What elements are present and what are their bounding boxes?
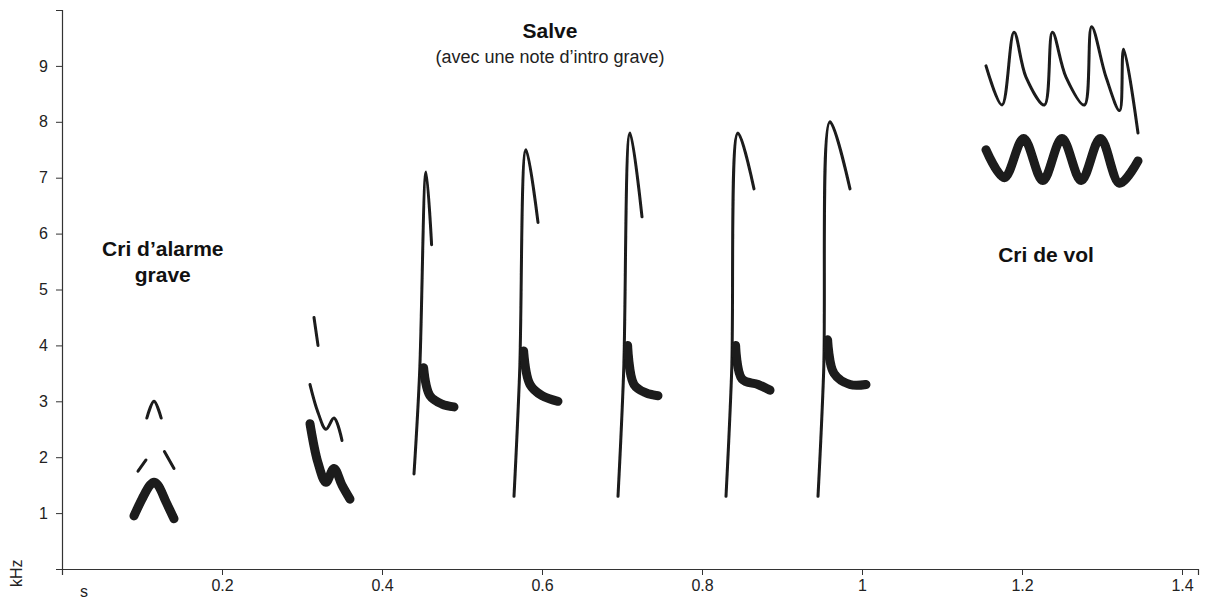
tick-mark [56,122,62,123]
spectral-band [986,139,1138,184]
tick: 7 [39,169,62,186]
tick-mark [702,569,703,575]
tick-label: 0.6 [531,577,553,594]
tick-label: 7 [39,169,48,186]
tick-label: 0.2 [211,577,233,594]
annotation: Cri de vol [998,243,1094,266]
spectral-sweep [147,401,161,418]
spectral-band [524,351,558,401]
annotations: Cri d’alarme grave Salve (avec une note d’i… [102,19,1094,286]
tick: 1 [39,505,62,522]
tick: 0.8 [691,569,713,594]
spectral-band [736,345,770,390]
x-axis-title: s [80,583,88,600]
spectral-sweep [138,460,146,471]
spectral-band [828,340,866,385]
annotation-subtext: (avec une note d’intro grave) [435,47,664,67]
spectral-sweep [618,133,642,496]
spectral-band [628,345,658,395]
spectral-sweep [164,452,174,469]
spectral-sweep [818,122,850,497]
tick-mark [56,178,62,179]
tick-mark [542,569,543,575]
tick: 1.2 [1011,569,1033,594]
tick-label: 1.4 [1171,577,1193,594]
plot: 0.2 0.4 0.6 0.8 1 1.2 1.4 1 2 3 4 5 6 7 8 9 Cri d’alarme… [39,11,1198,595]
spectral-sweep [986,27,1138,133]
tick: 0.6 [531,569,553,594]
tick-mark [1182,569,1183,575]
tick-label: 3 [39,393,48,410]
tick: 4 [39,337,62,354]
tick: 1.4 [1171,569,1193,594]
tick: 5 [39,281,62,298]
annotation: grave [135,263,191,286]
tick-mark [862,569,863,575]
tick-label: 6 [39,225,48,242]
chart: 0.2 0.4 0.6 0.8 1 1.2 1.4 1 2 3 4 5 6 7 8 9 Cri d’alarme… [0,0,1212,610]
spectral-band [310,424,350,499]
tick-mark [56,513,62,514]
tick-label: 4 [39,337,48,354]
tick: 0.4 [371,569,393,594]
spectral-sweep [514,150,538,497]
tick-mark [56,457,62,458]
axis-line [63,570,1199,576]
annotation: Cri d’alarme [102,237,223,260]
tick: 2 [39,449,62,466]
tick-mark [56,345,62,346]
tick-mark [56,66,62,67]
tick-label: 9 [39,58,48,75]
trace-group [134,27,1138,519]
x-axis: 0.2 0.4 0.6 0.8 1 1.2 1.4 [63,569,1199,594]
spectral-band [424,368,454,407]
annotation: Salve [523,19,578,42]
tick: 6 [39,225,62,242]
tick-label: 2 [39,449,48,466]
tick-label: 5 [39,281,48,298]
tick: 9 [39,58,62,75]
spectral-sweep [314,317,318,345]
y-axis-title: kHz [8,559,25,587]
tick-mark [222,569,223,575]
traces [134,27,1138,519]
y-axis: 1 2 3 4 5 6 7 8 9 [39,11,62,570]
tick-label: 0.8 [691,577,713,594]
tick-label: 1.2 [1011,577,1033,594]
tick-mark [56,234,62,235]
tick-mark [56,401,62,402]
tick-mark [382,569,383,575]
tick: 1 [858,569,867,594]
spectral-sweep [414,172,432,474]
tick-label: 0.4 [371,577,393,594]
tick: 8 [39,113,62,130]
tick: 3 [39,393,62,410]
tick-label: 8 [39,113,48,130]
tick-mark [1022,569,1023,575]
tick-label: 1 [39,505,48,522]
spectral-sweep [310,385,342,441]
tick-label: 1 [858,577,867,594]
spectral-band [134,482,174,518]
tick: 0.2 [211,569,233,594]
spectral-sweep [726,133,754,496]
axis-line [56,11,63,570]
tick-mark [56,290,62,291]
